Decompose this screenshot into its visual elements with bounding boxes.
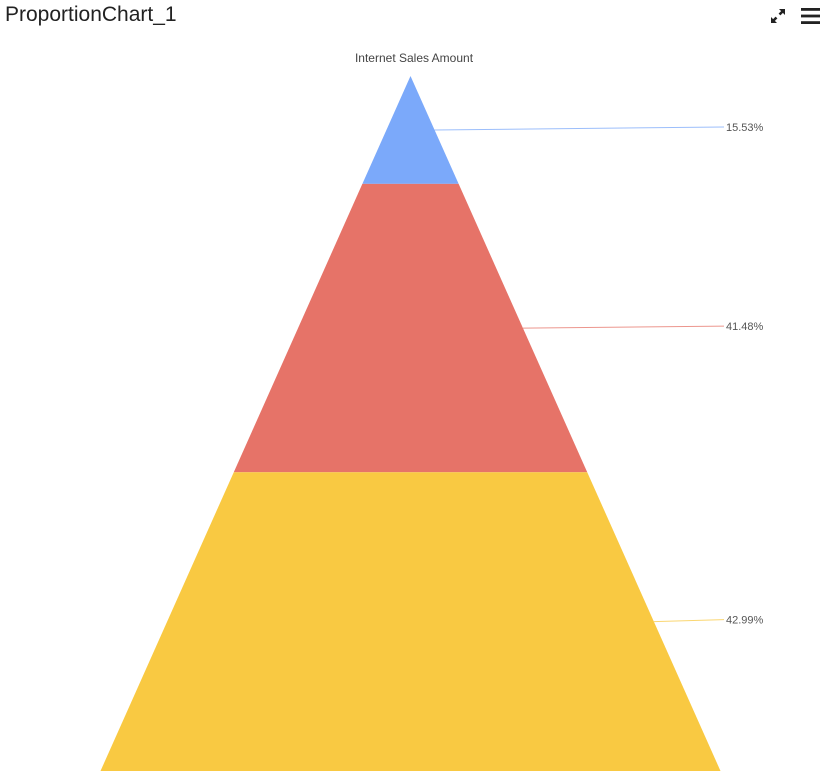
expand-arrows-icon [771,9,785,23]
pyramid-segments [100,76,721,771]
connector-line [522,325,725,329]
hamburger-menu-icon [801,8,820,24]
data-label: 42.99% [726,615,764,627]
data-labels: 15.53% 41.48% 42.99% [434,122,764,627]
pyramid-segment[interactable] [100,472,721,771]
data-label: 15.53% [726,122,764,134]
widget-title: ProportionChart_1 [5,3,177,26]
connector-line [653,619,725,623]
expand-button[interactable] [766,4,790,28]
pyramid-segment[interactable] [362,76,459,184]
widget-header: ProportionChart_1 [0,0,822,34]
pyramid-segment[interactable] [233,183,588,473]
connector-line [434,126,725,131]
menu-button[interactable] [799,4,822,28]
chart-title: Internet Sales Amount [355,51,474,65]
data-label: 41.48% [726,321,764,333]
